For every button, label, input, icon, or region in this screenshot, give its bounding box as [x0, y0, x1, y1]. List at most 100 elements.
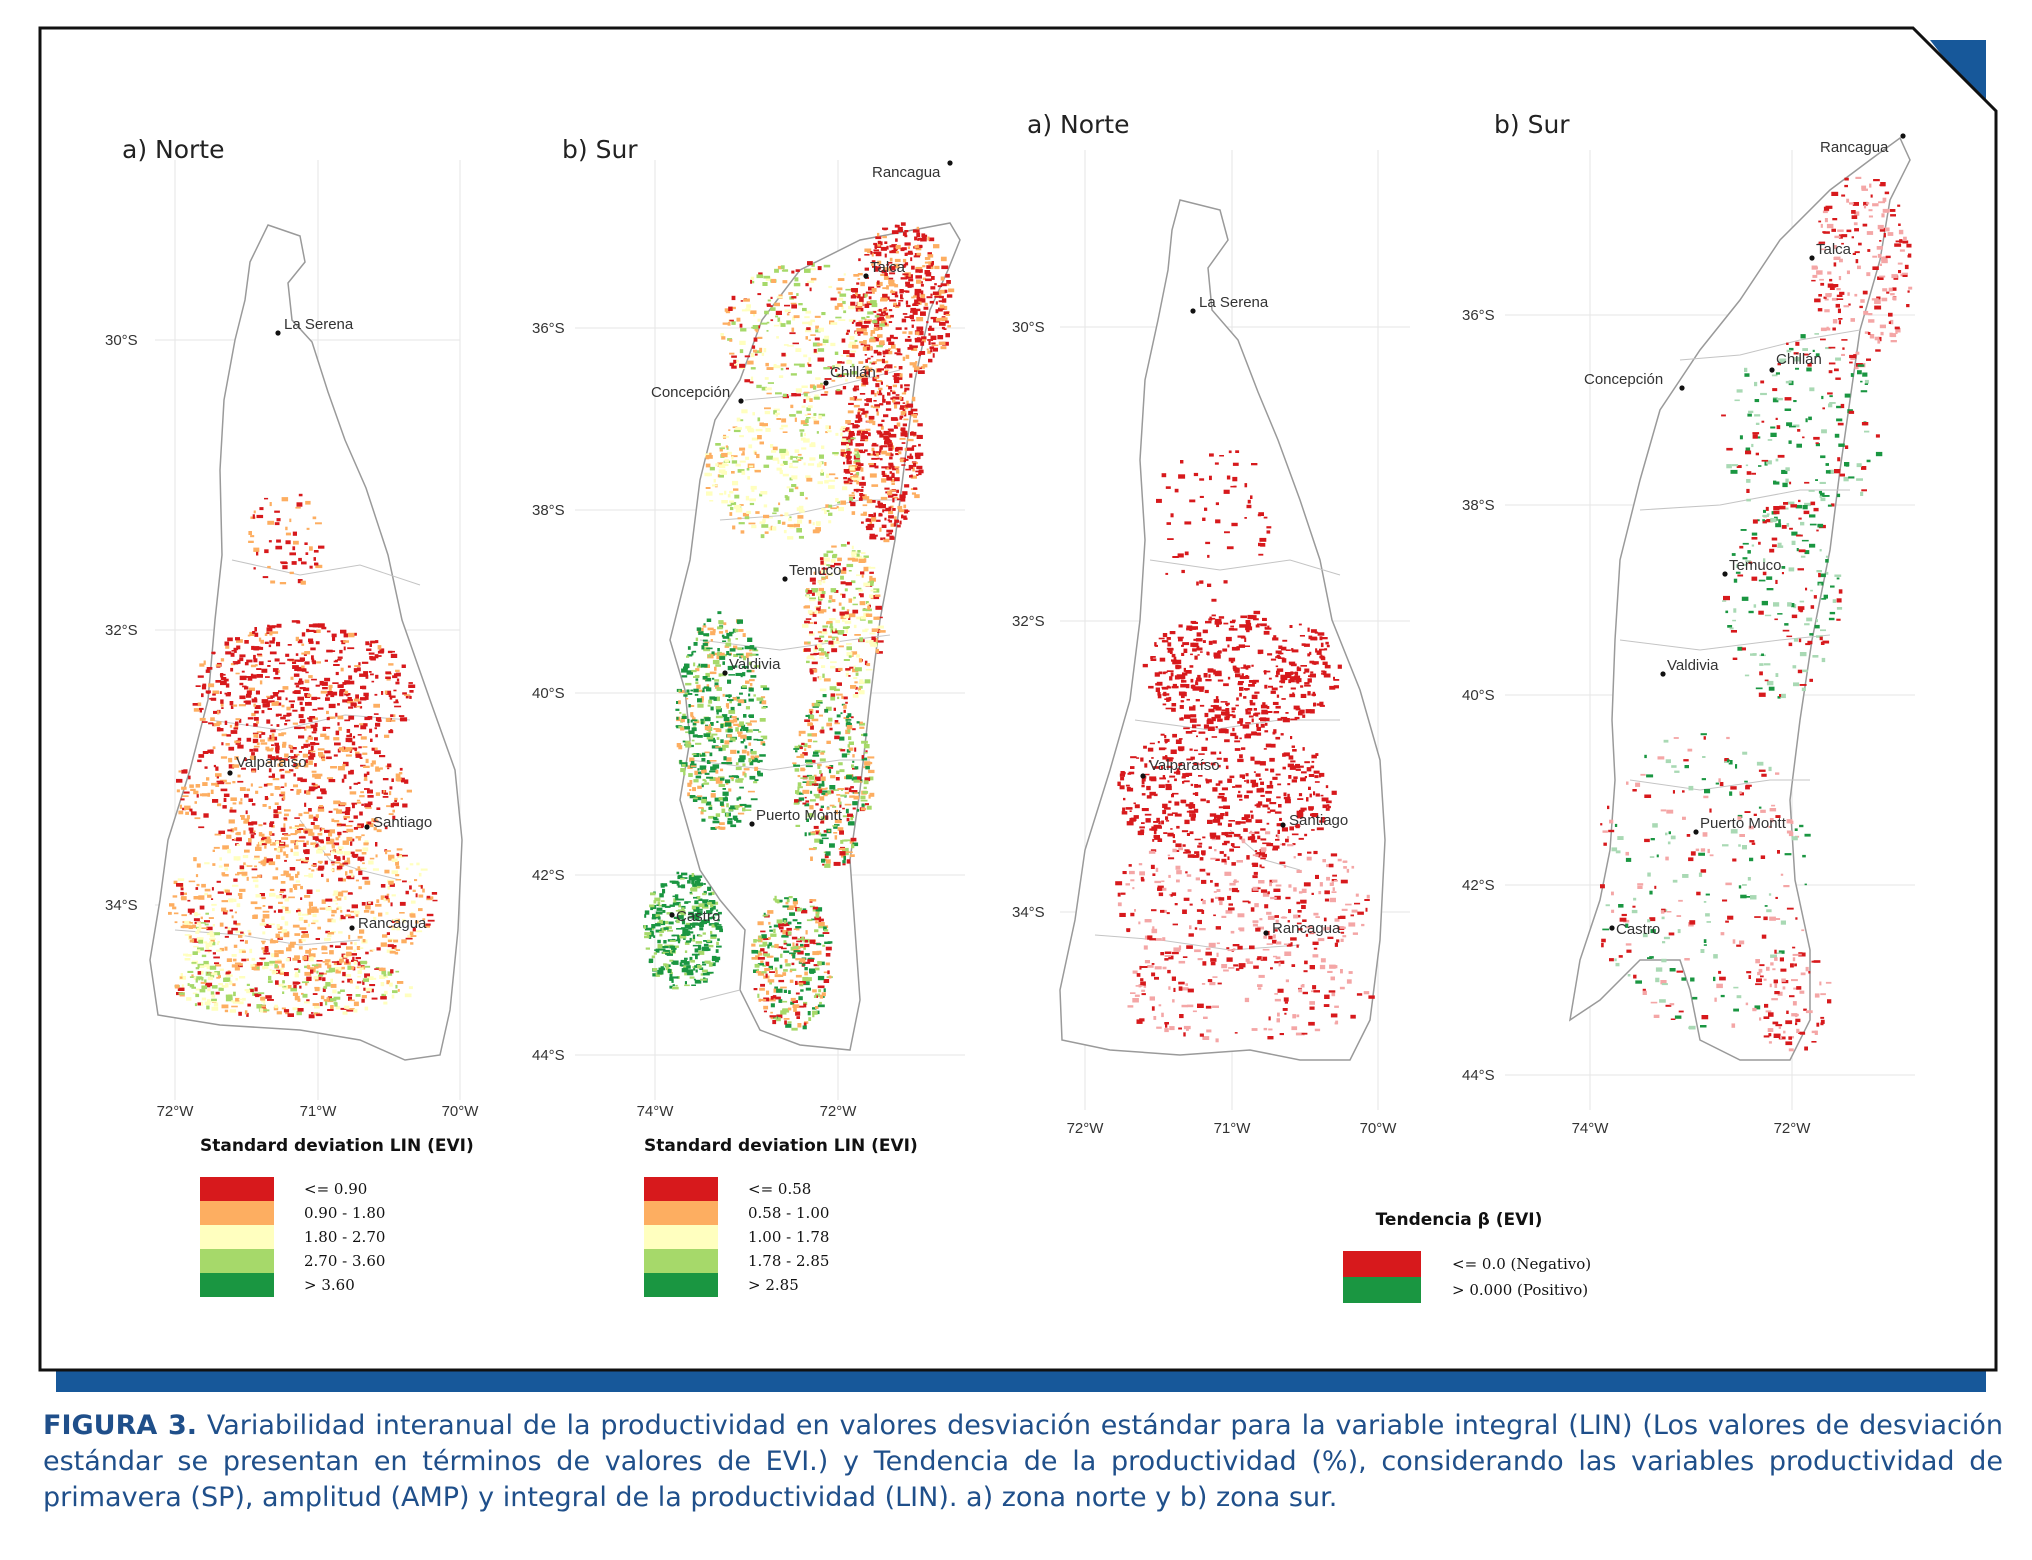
legend-std-norte: Standard deviation LIN (EVI) <= 0.90 0.90 … [200, 1136, 474, 1297]
lon-tick-label: 74°W [1572, 1120, 1610, 1137]
legend-label: > 0.000 (Positivo) [1452, 1281, 1588, 1299]
city-marker [738, 398, 744, 404]
region-boundary [174, 929, 361, 946]
frame-border [38, 26, 1998, 1372]
city-marker [1263, 930, 1269, 936]
panel-title: a) Norte [1027, 110, 1129, 139]
legend-label: 0.58 - 1.00 [748, 1204, 829, 1222]
legend-trend: Tendencia β (EVI) <= 0.0 (Negativo) > 0.00… [1343, 1210, 1591, 1303]
region-boundary [231, 559, 421, 586]
region-boundary [1094, 934, 1301, 951]
country-outline [669, 222, 961, 1051]
city-label: Puerto Montt [1700, 815, 1787, 832]
city-marker [227, 770, 233, 776]
lat-tick-label: 38°S [1462, 497, 1495, 514]
city-marker [1722, 571, 1728, 577]
city-marker [947, 160, 953, 166]
lat-tick-label: 34°S [1012, 904, 1045, 921]
legend-label: <= 0.90 [304, 1180, 367, 1198]
lon-tick-label: 70°W [1360, 1120, 1398, 1137]
raster-pixels [643, 222, 955, 1031]
legend-std-sur: Standard deviation LIN (EVI) <= 0.58 0.58 … [644, 1136, 918, 1297]
city-label: Castro [676, 908, 720, 925]
legend-label: 1.78 - 2.85 [748, 1252, 829, 1270]
legend-swatch [200, 1273, 274, 1297]
lon-tick-label: 71°W [1214, 1120, 1252, 1137]
lat-tick-label: 34°S [105, 897, 138, 914]
city-label: Chillán [830, 364, 876, 381]
legend-label: 0.90 - 1.80 [304, 1204, 385, 1222]
region-boundary [1679, 329, 1861, 361]
lat-tick-label: 30°S [1012, 319, 1045, 336]
lon-tick-label: 70°W [442, 1103, 480, 1120]
lat-tick-label: 42°S [1462, 877, 1495, 894]
city-marker [1809, 255, 1815, 261]
city-marker [1609, 925, 1615, 931]
legend-swatch [644, 1177, 718, 1201]
region-boundary [719, 499, 900, 521]
lat-tick-label: 36°S [1462, 307, 1495, 324]
city-marker [1190, 308, 1196, 314]
legend-title: Standard deviation LIN (EVI) [644, 1136, 918, 1156]
city-label: Valparaíso [1149, 757, 1220, 774]
city-label: Valdivia [729, 656, 781, 673]
city-marker [1280, 822, 1286, 828]
city-label: Concepción [1584, 371, 1663, 388]
lon-tick-label: 72°W [157, 1103, 195, 1120]
city-marker [782, 576, 788, 582]
panel-sur-std: b) Sur 36°S 38°S 40°S 42°S 44°S 74°W 72°W Rancag… [532, 135, 965, 1120]
city-label: Santiago [373, 814, 432, 831]
legend-swatch [200, 1177, 274, 1201]
panel-norte-std: a) Norte 30°S 32°S 34°S 72°W 71°W 70°W La Seren… [105, 135, 479, 1120]
city-label: Valparaíso [236, 754, 307, 771]
legend-label: > 3.60 [304, 1276, 355, 1294]
legend-swatch [644, 1201, 718, 1225]
legend-label: 1.80 - 2.70 [304, 1228, 385, 1246]
legend-swatch [1343, 1251, 1421, 1277]
legend-label: <= 0.58 [748, 1180, 811, 1198]
caption-text: Variabilidad interanual de la productivi… [43, 1410, 2003, 1513]
city-label: Temuco [789, 562, 842, 579]
city-label: Rancagua [358, 915, 427, 932]
lon-tick-label: 72°W [1067, 1120, 1105, 1137]
panel-norte-trend: a) Norte 30°S 32°S 34°S 72°W 71°W 70°W La Seren… [1012, 110, 1410, 1137]
country-outline [1059, 199, 1386, 1061]
city-label: Talca [1816, 241, 1852, 258]
region-boundary [1149, 559, 1341, 576]
region-boundary [699, 634, 891, 651]
legend-label: > 2.85 [748, 1276, 799, 1294]
lon-tick-label: 71°W [300, 1103, 338, 1120]
city-marker [1679, 385, 1685, 391]
city-label: Talca [870, 259, 906, 276]
city-marker [749, 821, 755, 827]
legend-label: 1.00 - 1.78 [748, 1228, 829, 1246]
lat-tick-label: 30°S [105, 332, 138, 349]
city-marker [722, 670, 728, 676]
legend-title: Tendencia β (EVI) [1376, 1210, 1543, 1230]
city-marker [349, 925, 355, 931]
city-label: La Serena [1199, 294, 1269, 311]
region-boundary [744, 369, 901, 401]
legend-swatch [200, 1249, 274, 1273]
city-label: Rancagua [872, 164, 941, 181]
city-marker [1900, 133, 1906, 139]
city-label: Rancagua [1272, 920, 1341, 937]
raster-pixels [1600, 176, 1913, 1052]
legend-label: <= 0.0 (Negativo) [1452, 1255, 1591, 1273]
frame-bottom-bar [56, 1370, 1986, 1392]
panel-title: b) Sur [1494, 110, 1570, 139]
region-boundary [1619, 634, 1831, 651]
legend-swatch [200, 1225, 274, 1249]
lat-tick-label: 40°S [532, 685, 565, 702]
region-boundary [299, 819, 401, 881]
city-marker [863, 273, 869, 279]
panel-sur-trend: b) Sur 36°S 38°S 40°S 42°S 44°S 74°W 72°W Rancag… [1462, 110, 1915, 1137]
city-label: Castro [1616, 921, 1660, 938]
city-label: Temuco [1729, 557, 1782, 574]
region-boundary [1639, 489, 1850, 511]
raster-pixels [1115, 450, 1375, 1043]
city-label: Rancagua [1820, 139, 1889, 156]
region-boundary [699, 989, 741, 1001]
legend-swatch [1343, 1277, 1421, 1303]
